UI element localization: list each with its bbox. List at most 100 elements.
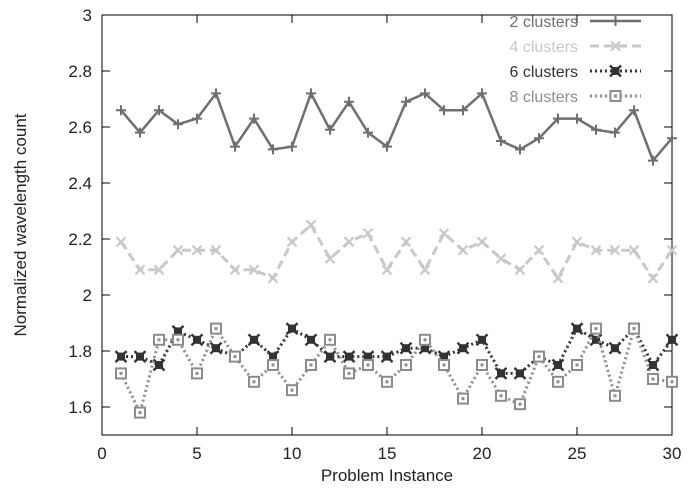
data-point [209, 341, 223, 355]
data-point [305, 219, 317, 231]
data-point [420, 88, 430, 99]
data-point [211, 88, 221, 99]
data-point [590, 244, 602, 256]
data-point [477, 88, 487, 99]
data-point [495, 389, 507, 402]
x-tick-label: 25 [568, 444, 587, 463]
data-point [134, 264, 146, 276]
data-point [667, 133, 677, 144]
data-point [304, 333, 318, 347]
data-point [192, 113, 202, 124]
y-tick-label: 1.6 [68, 398, 92, 417]
legend-entry: 4 clusters [510, 39, 641, 56]
data-point [135, 127, 145, 138]
data-point [268, 144, 278, 155]
data-point [324, 253, 336, 264]
data-point [665, 333, 679, 347]
data-point [362, 359, 374, 371]
data-point [153, 333, 165, 346]
x-tick-label: 15 [378, 444, 397, 463]
data-point [285, 322, 299, 335]
x-axis-ticks: 0 5 10 15 20 25 30 [97, 15, 681, 463]
data-point [553, 113, 563, 124]
data-point [191, 244, 203, 256]
data-point [400, 236, 412, 248]
data-point [439, 105, 449, 116]
data-point [229, 264, 241, 276]
data-point [380, 350, 394, 363]
y-tick-label: 2.4 [68, 174, 92, 193]
data-point [114, 350, 128, 363]
data-point [230, 141, 240, 152]
data-point [552, 272, 564, 284]
data-point [173, 119, 183, 130]
data-point [154, 105, 164, 116]
y-tick-label: 2 [83, 286, 92, 305]
data-point [571, 359, 583, 371]
data-point [456, 341, 470, 355]
data-point [267, 272, 279, 284]
data-point [248, 375, 260, 388]
y-tick-label: 2.2 [68, 230, 92, 249]
data-point [342, 350, 356, 363]
legend: 2 clusters 4 clusters 6 clusters 8 clusters [510, 14, 641, 106]
x-tick-label: 20 [473, 444, 492, 463]
data-point [229, 350, 241, 363]
data-point [572, 113, 582, 124]
data-point [401, 96, 411, 107]
data-point [589, 333, 603, 347]
data-point [172, 244, 184, 256]
data-point [382, 141, 392, 152]
data-point [247, 333, 261, 347]
data-point [286, 384, 298, 397]
data-point [362, 228, 374, 239]
data-point [438, 359, 450, 371]
data-point [475, 333, 489, 347]
data-point [609, 244, 621, 256]
data-point [514, 398, 526, 411]
data-point [191, 367, 203, 380]
x-tick-label: 10 [283, 444, 302, 463]
data-point [438, 228, 450, 239]
plot-frame [101, 14, 673, 436]
x-tick-label: 0 [97, 444, 106, 463]
data-point [344, 96, 354, 107]
data-point [551, 358, 565, 372]
legend-entry: 2 clusters [510, 14, 641, 31]
data-point [515, 144, 525, 155]
data-point [570, 322, 584, 335]
data-point [666, 375, 678, 388]
data-point [115, 236, 127, 248]
data-point [628, 322, 640, 335]
x-tick-label: 5 [192, 444, 201, 463]
data-point [400, 359, 412, 371]
data-point [552, 375, 564, 388]
data-point [476, 236, 488, 248]
data-point [495, 253, 507, 264]
data-point [267, 359, 279, 371]
data-point [496, 136, 506, 146]
data-point [609, 389, 621, 402]
data-point [287, 141, 297, 152]
data-point [210, 322, 222, 335]
data-point [248, 264, 260, 276]
data-point [172, 333, 184, 346]
data-point [286, 236, 298, 248]
data-point [533, 244, 545, 256]
data-point [590, 322, 602, 335]
data-point [152, 358, 166, 372]
data-point [190, 333, 204, 347]
data-point [399, 341, 413, 355]
data-point [363, 127, 373, 138]
data-point [134, 406, 146, 419]
data-point [591, 124, 601, 135]
data-point [306, 88, 316, 99]
data-point [629, 105, 639, 116]
data-point [305, 359, 317, 371]
data-point [608, 341, 622, 355]
data-point [494, 367, 508, 380]
y-axis-ticks: 1.6 1.8 2 2.2 2.4 2.6 2.8 3 [68, 6, 672, 417]
data-point [419, 333, 431, 346]
y-tick-label: 2.6 [68, 118, 92, 137]
data-point [249, 113, 259, 124]
